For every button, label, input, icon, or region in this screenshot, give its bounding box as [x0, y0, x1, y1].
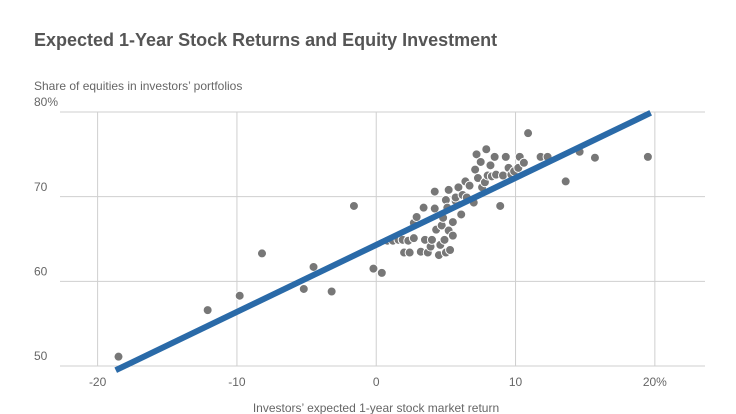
point — [234, 290, 245, 301]
point — [202, 305, 213, 316]
point — [518, 157, 529, 168]
point — [523, 128, 534, 139]
point — [439, 234, 450, 245]
point — [326, 286, 337, 297]
point — [256, 248, 267, 259]
point — [408, 233, 419, 244]
y-tick-label: 70 — [34, 180, 48, 194]
point — [298, 283, 309, 294]
x-tick-label: 20% — [643, 375, 667, 389]
point — [113, 351, 124, 362]
point — [429, 186, 440, 197]
point — [589, 152, 600, 163]
point — [485, 160, 496, 171]
chart-title: Expected 1-Year Stock Returns and Equity… — [34, 30, 497, 50]
point — [470, 164, 481, 175]
x-tick-label: 0 — [373, 375, 380, 389]
point — [411, 211, 422, 222]
point — [376, 267, 387, 278]
point — [456, 209, 467, 220]
point — [447, 217, 458, 228]
point — [348, 200, 359, 211]
y-tick-label: 50 — [34, 349, 48, 363]
point — [471, 149, 482, 160]
point — [426, 234, 437, 245]
point — [418, 202, 429, 213]
point — [498, 170, 509, 181]
y-tick-label: 80% — [34, 95, 58, 109]
point — [464, 180, 475, 191]
point — [481, 144, 492, 155]
point — [500, 151, 511, 162]
point — [489, 151, 500, 162]
point — [447, 230, 458, 241]
point — [495, 200, 506, 211]
point — [404, 247, 415, 258]
point — [642, 151, 653, 162]
point — [429, 203, 440, 214]
y-axis-label: Share of equities in investors’ portfoli… — [34, 79, 242, 93]
fit-line — [114, 110, 652, 373]
x-tick-label: -20 — [89, 375, 107, 389]
y-tick-label: 60 — [34, 265, 48, 279]
x-tick-label: -10 — [228, 375, 246, 389]
point — [443, 184, 454, 195]
x-tick-label: 10 — [509, 375, 523, 389]
point — [560, 176, 571, 187]
point — [308, 261, 319, 272]
x-axis-label: Investors’ expected 1-year stock market … — [253, 401, 499, 414]
point — [445, 245, 456, 256]
point — [453, 182, 464, 193]
point — [475, 156, 486, 167]
point — [368, 263, 379, 274]
